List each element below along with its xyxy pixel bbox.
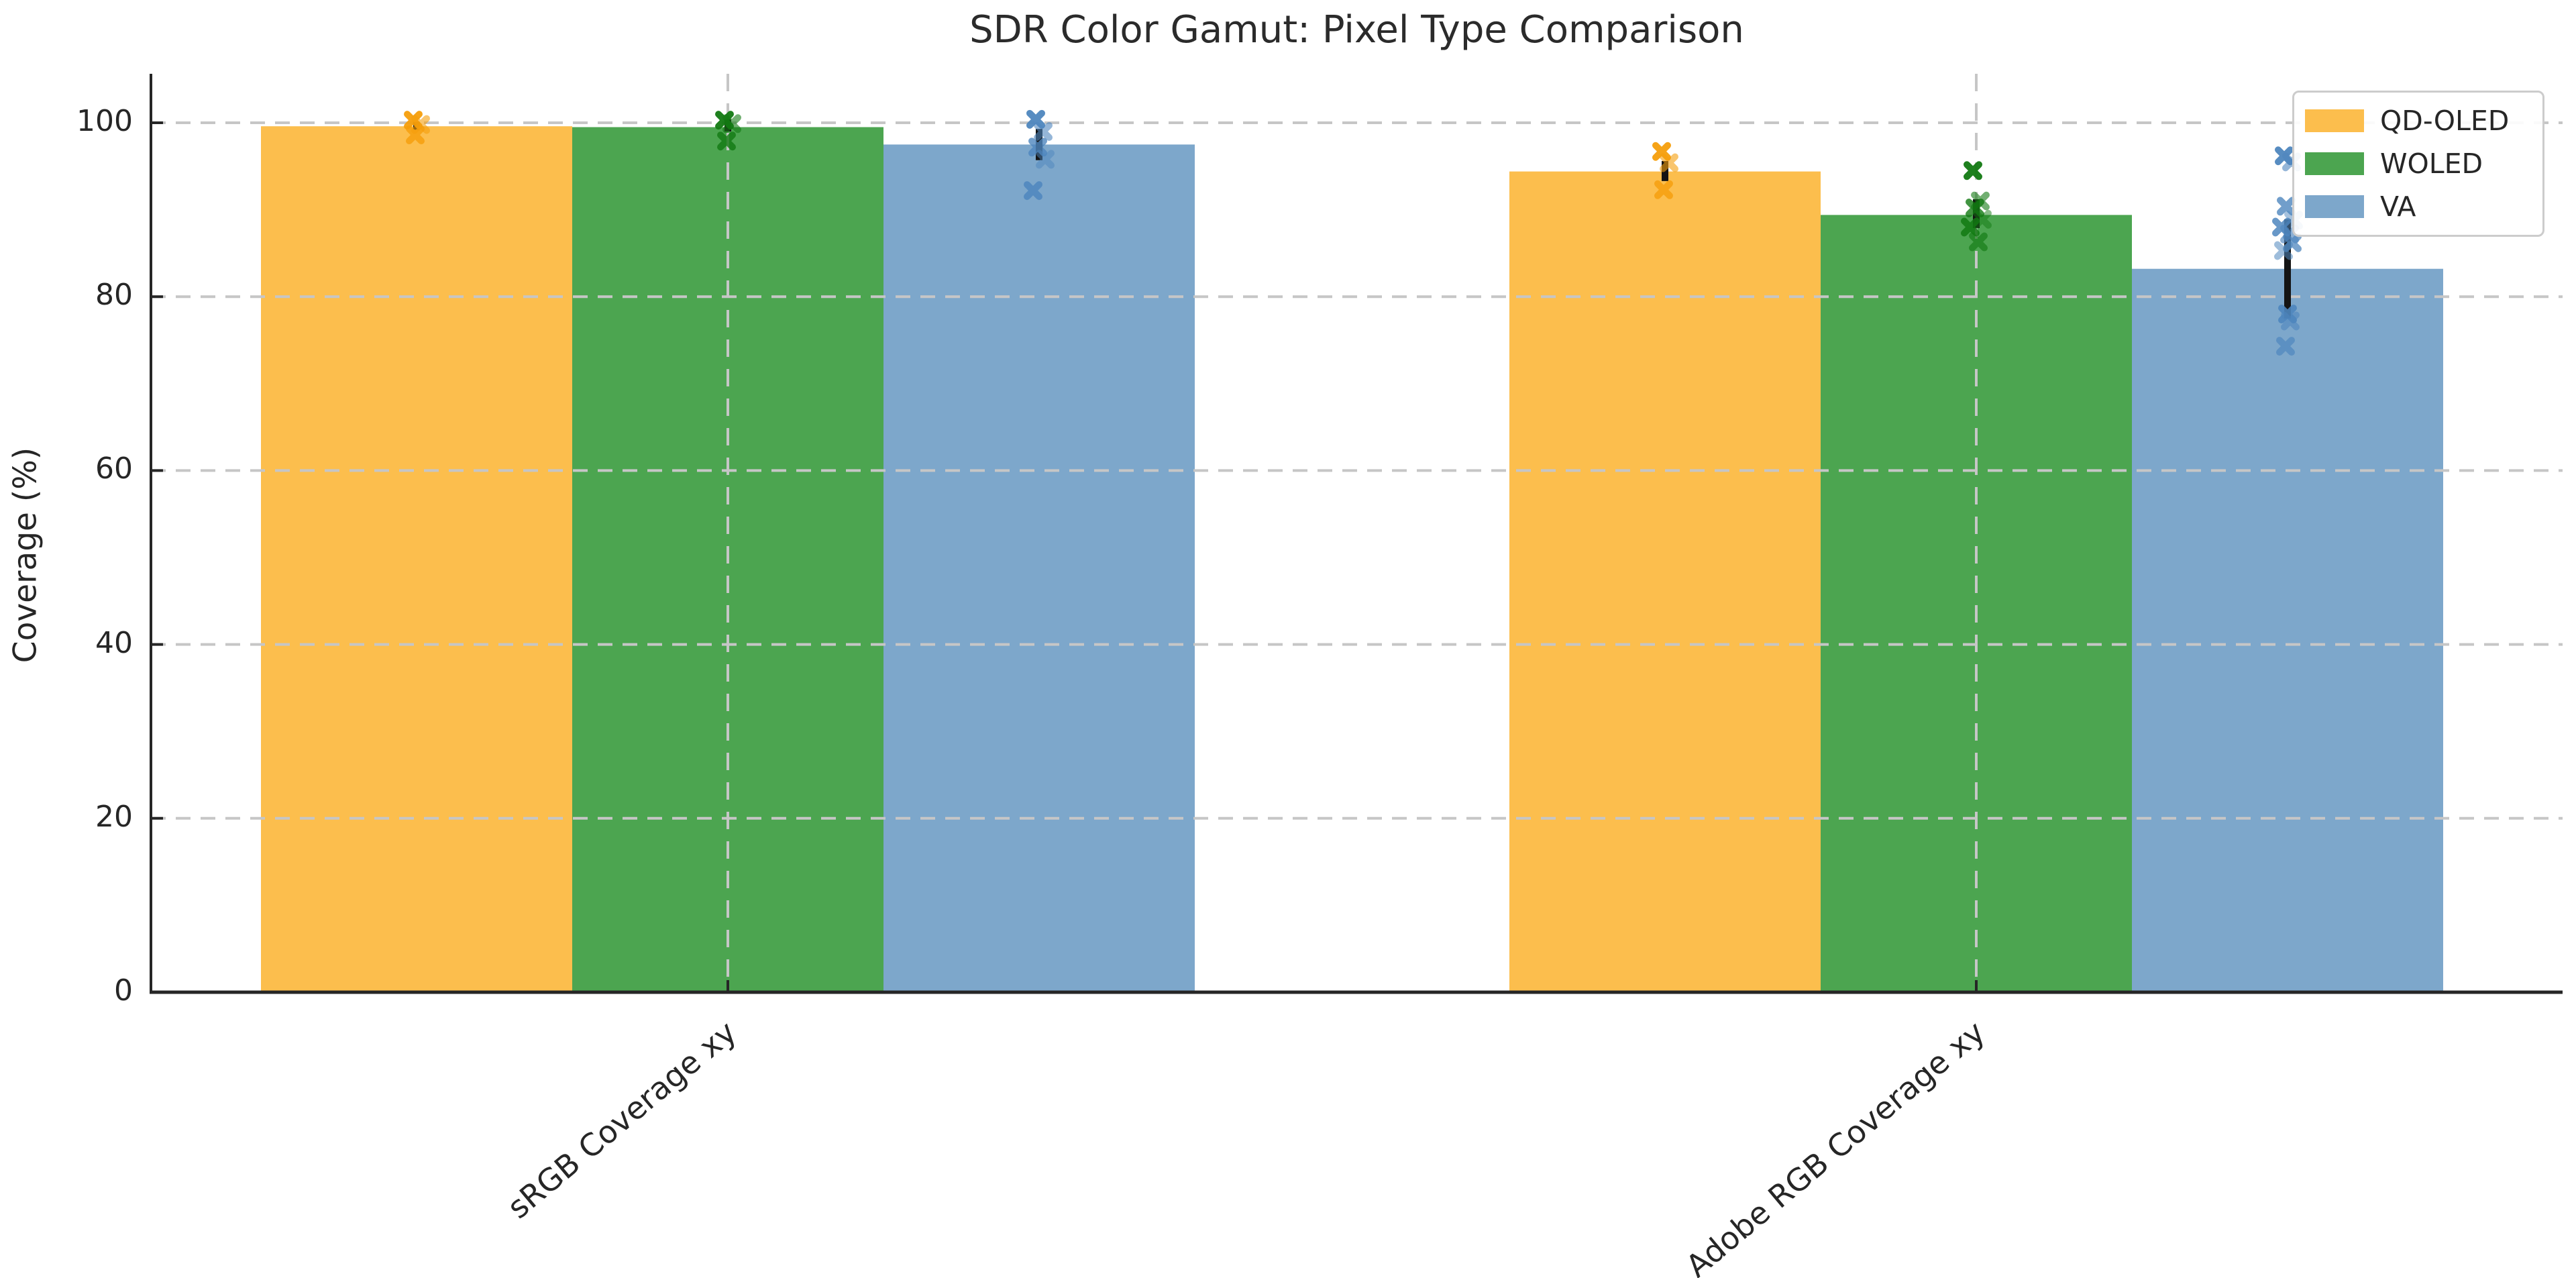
legend-label-woled: WOLED bbox=[2380, 148, 2483, 180]
y-tick-label-80: 80 bbox=[95, 278, 133, 313]
legend-item-woled: WOLED bbox=[2305, 148, 2532, 180]
legend: QD-OLED WOLED VA bbox=[2292, 91, 2544, 237]
legend-swatch-woled bbox=[2305, 152, 2364, 175]
legend-swatch-qd-oled bbox=[2305, 109, 2364, 132]
y-tick-label-20: 20 bbox=[95, 799, 133, 834]
legend-label-va: VA bbox=[2380, 191, 2416, 223]
y-tick-label-40: 40 bbox=[95, 625, 133, 660]
y-tick-label-60: 60 bbox=[95, 451, 133, 486]
chart-title: SDR Color Gamut: Pixel Type Comparison bbox=[969, 8, 1744, 52]
legend-label-qd-oled: QD-OLED bbox=[2380, 105, 2510, 137]
legend-swatch-va bbox=[2305, 195, 2364, 218]
y-tick-label-100: 100 bbox=[76, 104, 133, 138]
y-tick-label-0: 0 bbox=[114, 973, 133, 1008]
y-axis-label: Coverage (%) bbox=[7, 447, 44, 663]
legend-item-qd-oled: QD-OLED bbox=[2305, 105, 2532, 137]
legend-item-va: VA bbox=[2305, 191, 2532, 223]
